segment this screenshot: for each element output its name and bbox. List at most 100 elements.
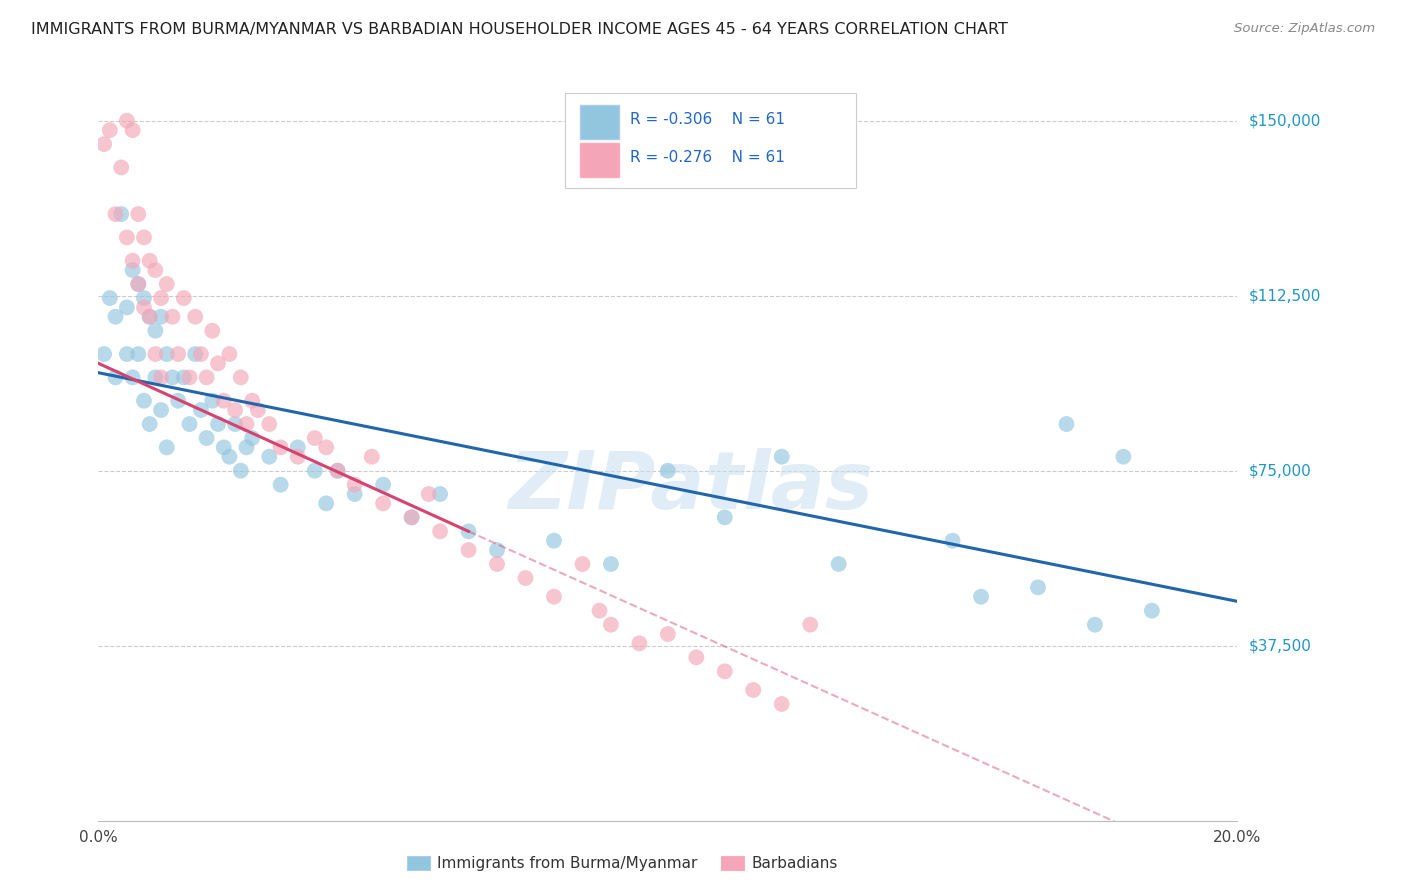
Point <box>942 533 965 548</box>
Point <box>138 310 160 324</box>
Point <box>770 450 793 464</box>
Point <box>173 370 195 384</box>
Point <box>224 417 246 431</box>
Text: $75,000: $75,000 <box>1249 463 1312 478</box>
Point <box>600 557 623 571</box>
Point <box>240 431 263 445</box>
Point <box>229 370 252 384</box>
Point <box>828 557 851 571</box>
Point <box>93 347 115 361</box>
Point <box>110 207 132 221</box>
Point <box>1112 450 1135 464</box>
Point <box>685 650 707 665</box>
Text: IMMIGRANTS FROM BURMA/MYANMAR VS BARBADIAN HOUSEHOLDER INCOME AGES 45 - 64 YEARS: IMMIGRANTS FROM BURMA/MYANMAR VS BARBADI… <box>31 22 1008 37</box>
Point <box>190 347 212 361</box>
Point <box>93 137 115 152</box>
Point <box>588 604 610 618</box>
Point <box>150 291 173 305</box>
Text: R = -0.276    N = 61: R = -0.276 N = 61 <box>630 150 785 165</box>
Point <box>104 310 127 324</box>
Point <box>326 464 349 478</box>
Point <box>246 403 269 417</box>
Point <box>184 310 207 324</box>
Text: ZIPatlas: ZIPatlas <box>508 448 873 526</box>
Point <box>195 431 218 445</box>
Point <box>287 450 309 464</box>
Point <box>190 403 212 417</box>
Text: $112,500: $112,500 <box>1249 288 1320 303</box>
Point <box>179 417 201 431</box>
Point <box>127 347 149 361</box>
FancyBboxPatch shape <box>565 93 856 187</box>
Point <box>229 464 252 478</box>
Point <box>212 441 235 455</box>
Point <box>138 253 160 268</box>
Point <box>207 356 229 370</box>
Point <box>201 324 224 338</box>
Point <box>360 450 382 464</box>
Point <box>235 441 257 455</box>
Point <box>401 510 423 524</box>
Point <box>195 370 218 384</box>
Point <box>156 347 179 361</box>
Point <box>429 487 451 501</box>
Point <box>543 533 565 548</box>
Text: $150,000: $150,000 <box>1249 113 1320 128</box>
Point <box>343 477 366 491</box>
Point <box>110 161 132 175</box>
Point <box>235 417 257 431</box>
Point <box>115 347 138 361</box>
Point <box>571 557 593 571</box>
Point <box>543 590 565 604</box>
Point <box>98 123 121 137</box>
Point <box>132 230 155 244</box>
Point <box>201 393 224 408</box>
Point <box>179 370 201 384</box>
Point <box>315 496 337 510</box>
Point <box>304 464 326 478</box>
Point <box>145 370 167 384</box>
Point <box>167 347 190 361</box>
Point <box>457 524 479 539</box>
Point <box>115 113 138 128</box>
FancyBboxPatch shape <box>581 143 619 177</box>
Point <box>150 310 173 324</box>
Point <box>127 207 149 221</box>
Point <box>150 370 173 384</box>
Point <box>373 496 395 510</box>
Point <box>207 417 229 431</box>
Point <box>121 123 143 137</box>
Point <box>714 665 737 679</box>
Point <box>121 253 143 268</box>
Point <box>115 230 138 244</box>
Point <box>127 277 149 291</box>
Point <box>167 393 190 408</box>
Point <box>156 277 179 291</box>
Point <box>486 557 509 571</box>
Point <box>373 477 395 491</box>
Point <box>657 627 679 641</box>
Point <box>657 464 679 478</box>
FancyBboxPatch shape <box>581 105 619 139</box>
Point <box>173 291 195 305</box>
Text: R = -0.306    N = 61: R = -0.306 N = 61 <box>630 112 786 127</box>
Point <box>1056 417 1078 431</box>
Point <box>970 590 993 604</box>
Point <box>162 310 184 324</box>
Point <box>218 347 240 361</box>
Point <box>218 450 240 464</box>
Point <box>138 417 160 431</box>
Point <box>121 370 143 384</box>
Point <box>121 263 143 277</box>
Point <box>429 524 451 539</box>
Point <box>714 510 737 524</box>
Point <box>315 441 337 455</box>
Point <box>115 301 138 315</box>
Point <box>240 393 263 408</box>
Point <box>259 417 281 431</box>
Point <box>326 464 349 478</box>
Point <box>1084 617 1107 632</box>
Point <box>156 441 179 455</box>
Point <box>145 263 167 277</box>
Point <box>486 543 509 558</box>
